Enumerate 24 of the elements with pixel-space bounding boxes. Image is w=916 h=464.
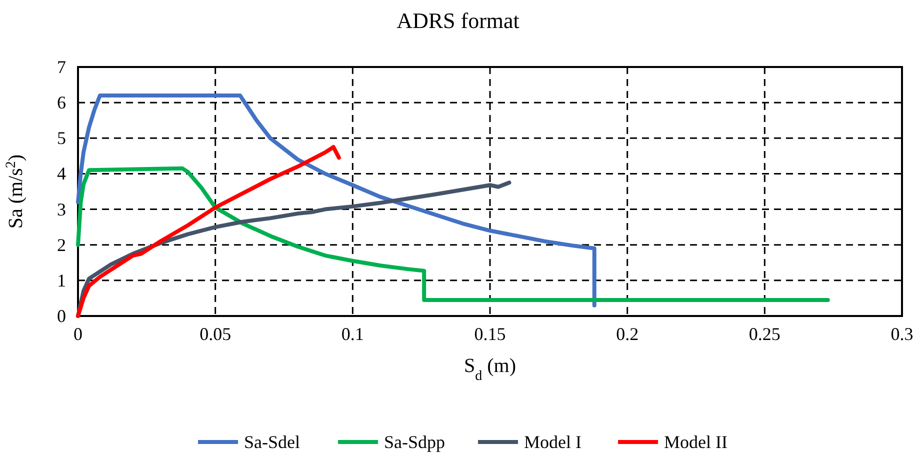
x-tick-label: 0.3 <box>890 324 914 344</box>
x-tick-label: 0.15 <box>474 324 506 344</box>
x-tick-label: 0.1 <box>341 324 364 344</box>
y-tick-label: 4 <box>57 164 66 184</box>
x-tick-label: 0.2 <box>616 324 639 344</box>
y-tick-label: 7 <box>57 57 66 77</box>
legend-label: Sa-Sdel <box>244 432 300 452</box>
legend-label: Sa-Sdpp <box>384 432 446 452</box>
y-tick-label: 6 <box>57 92 66 113</box>
chart-title: ADRS format <box>396 8 520 33</box>
legend-label: Model I <box>524 432 582 452</box>
y-tick-label: 1 <box>57 270 66 290</box>
line-series <box>76 145 341 318</box>
x-tick-label: 0.05 <box>200 324 232 344</box>
line-series <box>76 166 830 302</box>
y-tick-label: 3 <box>57 199 66 220</box>
x-tick-label: 0 <box>74 324 82 344</box>
y-tick-label: 5 <box>57 128 66 148</box>
x-axis-title: S$_{d}$ (m) <box>464 355 516 384</box>
y-tick-label: 2 <box>57 234 66 255</box>
legend-label: Model II <box>664 432 728 452</box>
y-tick-label: 0 <box>57 306 66 326</box>
line-series <box>76 93 596 308</box>
x-tick-label: 0.25 <box>748 324 780 344</box>
